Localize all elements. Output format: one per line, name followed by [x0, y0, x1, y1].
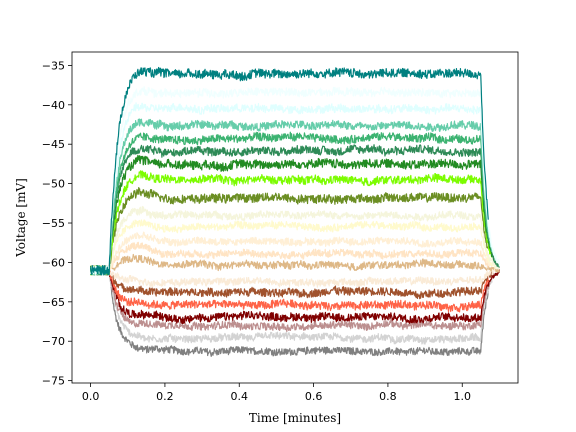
x-tick-label: 0.4	[231, 390, 249, 403]
series-line	[89, 187, 489, 276]
series-line	[89, 205, 500, 276]
x-tick-label: 0.6	[305, 390, 323, 403]
series-line	[89, 144, 500, 276]
series-line	[89, 86, 501, 275]
y-tick-label: −50	[42, 178, 65, 191]
series-line	[89, 219, 497, 276]
x-tick-label: 1.0	[454, 390, 472, 403]
series-line	[89, 265, 501, 325]
series-line	[89, 118, 493, 276]
y-tick-label: −70	[42, 335, 65, 348]
series-line	[89, 253, 500, 276]
y-tick-label: −35	[42, 59, 65, 72]
y-tick-label: −45	[42, 138, 65, 151]
y-axis-label: Voltage [mV]	[14, 178, 28, 258]
x-tick-label: 0.8	[379, 390, 397, 403]
plot-frame	[71, 51, 519, 384]
series-line	[89, 66, 489, 276]
series-line	[89, 170, 493, 276]
y-tick-label: −60	[42, 256, 65, 269]
series-line	[90, 102, 497, 276]
series-line	[89, 264, 497, 288]
series-layer	[89, 66, 501, 357]
y-tick-label: −65	[42, 296, 65, 309]
x-tick-label: 0.0	[82, 390, 100, 403]
series-line	[90, 265, 493, 345]
y-tick-label: −75	[42, 375, 65, 388]
series-line	[89, 265, 489, 313]
series-line	[89, 154, 497, 276]
x-axis-label: Time [minutes]	[249, 411, 341, 425]
x-tick-label: 0.2	[156, 390, 174, 403]
y-tick-label: −40	[42, 99, 65, 112]
series-line	[89, 265, 489, 357]
series-line	[89, 131, 489, 276]
series-line	[89, 241, 489, 276]
y-axis: −75 −70 −65 −60 −55 −50 −45 −40 −35	[42, 59, 72, 388]
series-line	[89, 265, 497, 333]
x-axis: 0.0 0.2 0.4 0.6 0.8 1.0	[82, 383, 471, 403]
y-tick-label: −55	[42, 217, 65, 230]
series-line	[89, 265, 493, 300]
series-line	[89, 231, 493, 276]
